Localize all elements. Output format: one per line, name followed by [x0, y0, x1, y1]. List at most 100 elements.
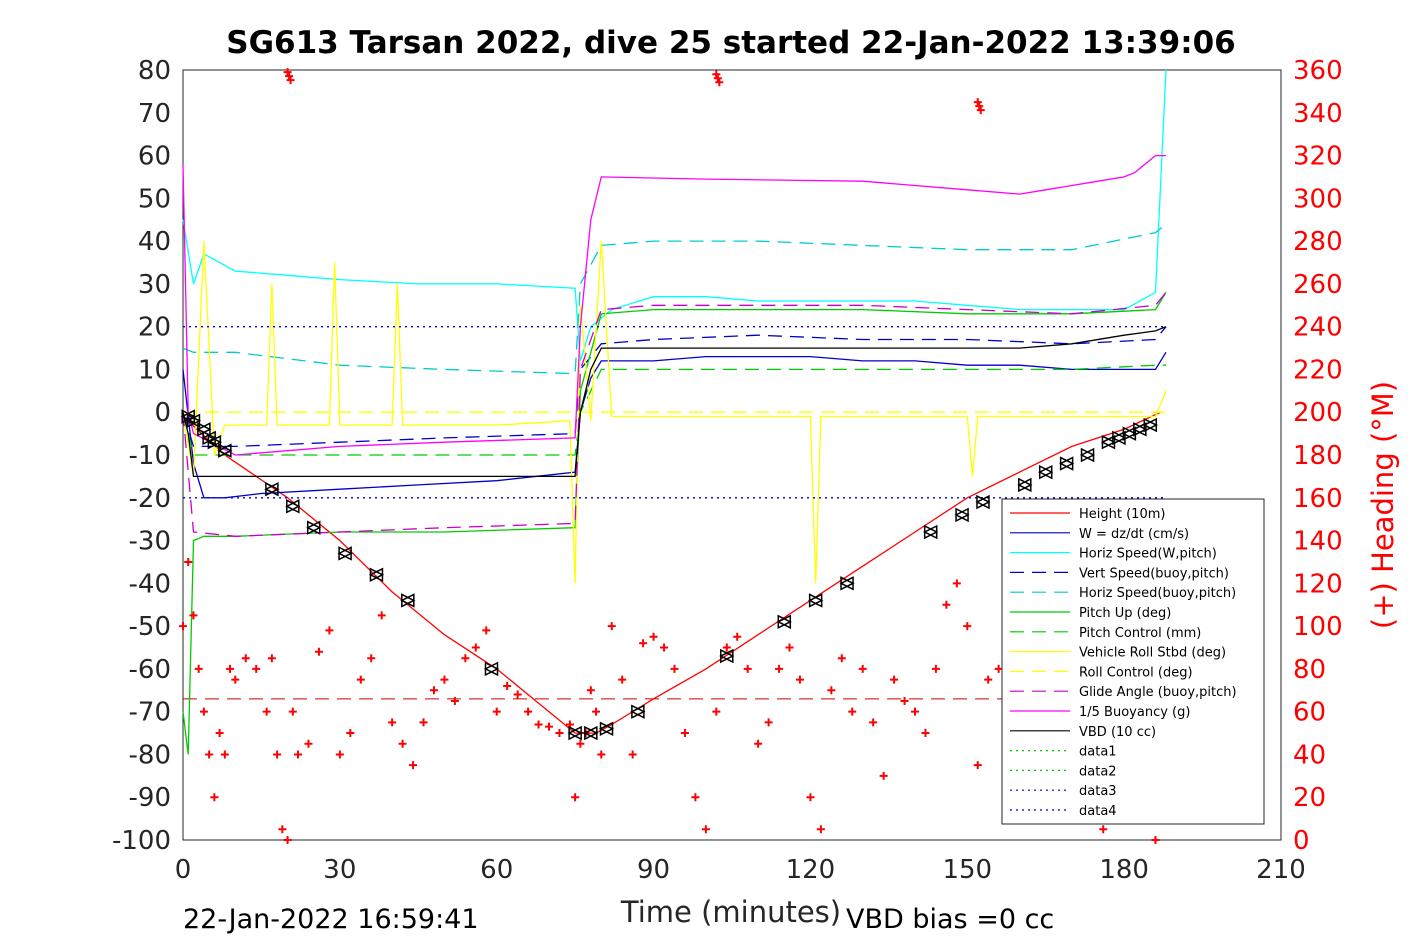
right-tick-label-14: 280 [1293, 227, 1343, 257]
right-axis-ticks: 0 20 40 60 80 100 120 140 160 180 200 220 240 260 280 3… [1271, 56, 1343, 856]
triangle-marker-28 [1100, 434, 1117, 450]
heading-wrap-point-0-1 [285, 72, 294, 81]
heading-point-69 [785, 643, 794, 652]
heading-wrap-point-1-0 [712, 70, 721, 79]
legend-label-6: Pitch Control (mm) [1079, 626, 1201, 641]
right-tick-label-3: 60 [1293, 698, 1326, 728]
heading-point-55 [639, 639, 648, 648]
right-tick-label-18: 360 [1293, 56, 1343, 86]
series-line-11 [182, 326, 1167, 478]
heading-point-81 [911, 707, 919, 716]
heading-point-0 [179, 622, 187, 631]
heading-point-71 [806, 793, 815, 802]
heading-wrap-point-2-2 [976, 106, 985, 115]
triangle-marker-0 [180, 409, 196, 424]
heading-point-36 [471, 643, 480, 652]
heading-point-60 [691, 793, 700, 802]
heading-point-10 [231, 675, 240, 684]
legend-label-13: data2 [1079, 764, 1117, 779]
heading-point-11 [241, 654, 250, 663]
left-tick-label-6: -40 [129, 569, 171, 599]
left-tick-label-2: -80 [129, 740, 171, 770]
heading-point-8 [220, 750, 229, 759]
left-tick-label-7: -30 [129, 527, 171, 557]
heading-point-61 [701, 825, 710, 834]
triangle-marker-10 [368, 567, 385, 582]
heading-point-18 [288, 707, 297, 716]
right-axis-label: (+) Heading (°M) [1366, 381, 1400, 629]
heading-point-29 [398, 739, 407, 748]
heading-point-79 [890, 675, 899, 684]
heading-point-31 [419, 718, 428, 727]
right-tick-label-12: 240 [1293, 313, 1343, 343]
heading-point-77 [869, 718, 878, 727]
left-tick-label-3: -70 [129, 698, 171, 728]
triangle-marker-23 [975, 494, 991, 510]
heading-point-83 [931, 664, 940, 673]
heading-wrap-point-1-2 [715, 78, 724, 87]
left-tick-label-0: -100 [112, 826, 171, 856]
heading-point-25 [356, 675, 365, 684]
left-tick-label-4: -60 [129, 655, 171, 685]
heading-point-76 [858, 664, 867, 673]
heading-point-68 [775, 664, 784, 673]
triangle-marker-7 [285, 499, 301, 514]
heading-point-2 [189, 611, 198, 620]
heading-point-32 [429, 686, 438, 695]
heading-point-99 [1099, 825, 1108, 834]
heading-point-43 [545, 722, 553, 731]
series-line-6 [182, 364, 1166, 456]
series-line-9 [182, 291, 1167, 537]
legend-label-0: Height (10m) [1079, 507, 1165, 522]
heading-point-72 [816, 825, 825, 834]
series-line-1 [182, 351, 1167, 499]
series-line-4 [182, 223, 1167, 375]
heading-point-14 [267, 654, 276, 663]
heading-point-12 [252, 664, 261, 673]
triangle-marker-13 [567, 725, 583, 741]
right-tick-label-5: 100 [1293, 612, 1343, 642]
series-line-7 [182, 241, 1167, 584]
heading-point-42 [534, 720, 543, 729]
left-tick-label-13: 30 [138, 270, 171, 300]
heading-point-104 [1151, 836, 1160, 844]
triangle-marker-30 [1121, 426, 1138, 441]
heading-point-78 [879, 771, 888, 780]
right-tick-label-16: 320 [1293, 142, 1343, 172]
heading-point-65 [743, 664, 752, 673]
x-tick-label-5: 150 [942, 855, 992, 885]
right-tick-label-10: 200 [1293, 398, 1343, 428]
heading-wrap-point-2-1 [975, 102, 984, 111]
right-tick-label-6: 120 [1293, 569, 1343, 599]
right-tick-label-2: 40 [1293, 740, 1326, 770]
right-tick-label-15: 300 [1293, 184, 1343, 214]
heading-point-22 [325, 626, 334, 635]
heading-point-40 [513, 690, 522, 699]
legend-label-14: data3 [1079, 784, 1117, 799]
heading-point-28 [388, 718, 397, 727]
heading-point-21 [314, 647, 323, 656]
heading-point-54 [628, 750, 637, 759]
triangle-marker-26 [1058, 456, 1075, 471]
heading-point-35 [461, 654, 470, 663]
heading-point-73 [827, 686, 836, 695]
triangle-marker-14 [583, 725, 599, 741]
triangle-marker-21 [923, 524, 939, 540]
triangle-marker-6 [264, 482, 280, 497]
heading-point-16 [278, 825, 287, 834]
triangle-marker-25 [1038, 464, 1054, 480]
heading-point-27 [377, 611, 386, 620]
heading-point-4 [199, 707, 208, 716]
left-tick-label-14: 40 [138, 227, 171, 257]
series-line-3 [182, 326, 1167, 448]
left-tick-label-12: 20 [138, 313, 171, 343]
heading-point-17 [283, 836, 292, 844]
x-tick-label-0: 0 [175, 855, 192, 885]
heading-point-88 [984, 675, 993, 684]
left-tick-label-11: 10 [138, 355, 171, 385]
heading-point-82 [921, 729, 930, 738]
heading-point-70 [795, 675, 804, 684]
triangle-marker-20 [839, 576, 855, 591]
triangle-marker-15 [598, 721, 615, 736]
legend-label-8: Roll Control (deg) [1079, 665, 1193, 680]
